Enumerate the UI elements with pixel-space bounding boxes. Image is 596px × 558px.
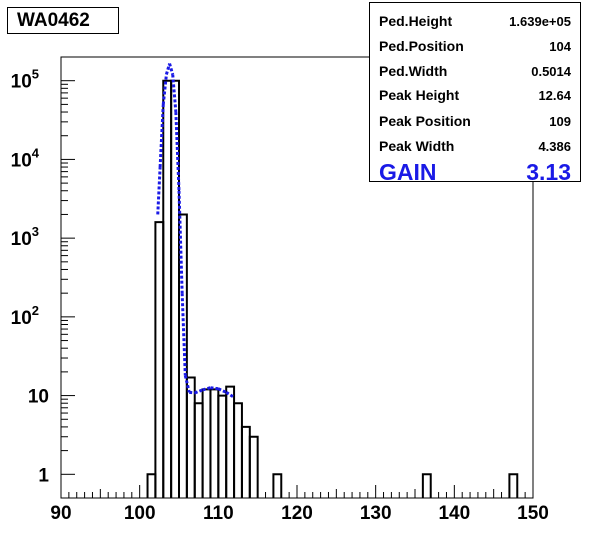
stat-label: Ped.Position: [379, 38, 464, 54]
fit-curve-segment: [164, 63, 172, 75]
fit-curve-segment: [177, 190, 184, 294]
fit-curve-segment: [194, 388, 204, 395]
x-tick-label: 110: [203, 503, 234, 524]
gain-value: 3.13: [526, 158, 571, 185]
fit-curve-segment: [183, 375, 191, 393]
stat-row-ped-height: Ped.Height 1.639e+05: [379, 11, 571, 31]
stats-box: Ped.Height 1.639e+05 Ped.Position 104 Pe…: [369, 2, 581, 185]
stat-label: Peak Position: [379, 113, 471, 129]
gain-label: GAIN: [379, 158, 437, 185]
fit-curve-segment: [158, 104, 165, 168]
fit-curve-segment: [171, 74, 178, 113]
fit-curve-segment: [217, 387, 227, 394]
stat-row-peak-height: Peak Height 12.64: [379, 85, 571, 105]
histogram-bin: [421, 473, 432, 498]
y-tick-label: 102: [11, 303, 39, 329]
gain-row: GAIN 3.13: [379, 159, 571, 185]
y-tick-label: 104: [11, 145, 40, 171]
stat-row-peak-width: Peak Width 4.386: [379, 136, 571, 156]
stat-row-ped-position: Ped.Position 104: [379, 36, 571, 56]
histogram-bin: [508, 473, 519, 498]
stat-value: 0.5014: [531, 63, 571, 79]
y-tick-label: 105: [11, 67, 39, 93]
fit-curve-segment: [180, 293, 187, 376]
y-tick-label: 103: [11, 224, 39, 250]
histogram-title: WA0462: [7, 7, 119, 34]
fit-curve-segment: [189, 390, 195, 395]
x-tick-label: 150: [517, 503, 549, 524]
y-tick-label: 1: [38, 465, 49, 486]
fit-curve-segment: [156, 166, 162, 215]
stat-label: Ped.Height: [379, 13, 453, 29]
fit-curve-segment: [161, 74, 168, 105]
x-tick-label: 140: [438, 503, 470, 524]
fit-curve-segment: [168, 63, 175, 75]
stat-value: 12.64: [538, 87, 571, 103]
stat-row-ped-width: Ped.Width 0.5014: [379, 61, 571, 81]
stat-label: Peak Height: [379, 87, 460, 103]
fit-curve-segment: [174, 111, 181, 191]
stat-row-peak-position: Peak Position 109: [379, 111, 571, 131]
x-tick-label: 90: [50, 503, 71, 524]
stat-value: 4.386: [538, 138, 571, 154]
stat-label: Ped.Width: [379, 63, 448, 79]
fit-curve-segment: [202, 386, 211, 392]
stat-value: 109: [549, 113, 571, 129]
x-tick-label: 100: [124, 503, 156, 524]
stat-label: Peak Width: [379, 138, 455, 154]
stat-value: 104: [549, 38, 571, 54]
histogram-bin: [178, 213, 188, 498]
x-tick-label: 130: [360, 503, 392, 524]
histogram-bin: [272, 473, 283, 498]
y-tick-label: 10: [28, 387, 49, 408]
fit-curve-segment: [225, 391, 235, 399]
histogram-bin: [248, 435, 259, 498]
stat-value: 1.639e+05: [509, 13, 571, 29]
fit-curve-segment: [210, 386, 219, 391]
x-tick-label: 120: [281, 503, 313, 524]
